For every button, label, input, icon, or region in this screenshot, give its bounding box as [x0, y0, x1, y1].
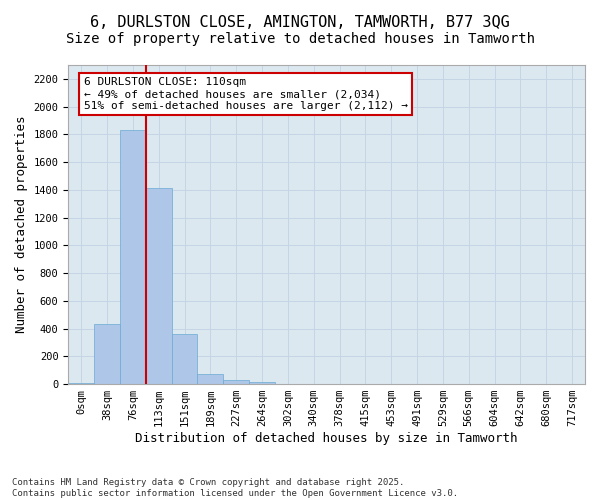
- Y-axis label: Number of detached properties: Number of detached properties: [15, 116, 28, 334]
- Bar: [172, 334, 197, 384]
- Bar: [120, 130, 146, 384]
- Text: 6, DURLSTON CLOSE, AMINGTON, TAMWORTH, B77 3QG: 6, DURLSTON CLOSE, AMINGTON, TAMWORTH, B…: [90, 15, 510, 30]
- Bar: [249, 382, 275, 384]
- X-axis label: Distribution of detached houses by size in Tamworth: Distribution of detached houses by size …: [136, 432, 518, 445]
- Bar: [94, 324, 120, 384]
- Bar: [197, 374, 223, 384]
- Text: Size of property relative to detached houses in Tamworth: Size of property relative to detached ho…: [65, 32, 535, 46]
- Text: 6 DURLSTON CLOSE: 110sqm
← 49% of detached houses are smaller (2,034)
51% of sem: 6 DURLSTON CLOSE: 110sqm ← 49% of detach…: [84, 78, 408, 110]
- Bar: [223, 380, 249, 384]
- Text: Contains HM Land Registry data © Crown copyright and database right 2025.
Contai: Contains HM Land Registry data © Crown c…: [12, 478, 458, 498]
- Bar: [68, 382, 94, 384]
- Bar: [146, 188, 172, 384]
